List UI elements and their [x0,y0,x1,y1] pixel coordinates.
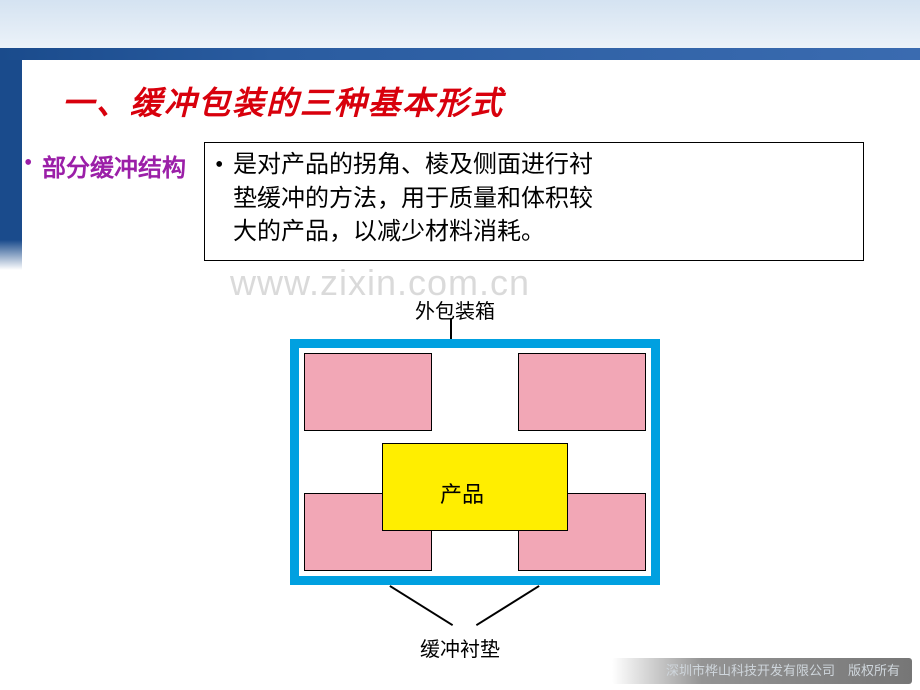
banner-accent [0,48,920,60]
desc-line-2: 垫缓冲的方法，用于质量和体积较 [215,183,853,217]
label-product: 产品 [440,477,484,509]
label-cushion: 缓冲衬垫 [420,633,500,662]
cushion-pad-tr [518,353,646,431]
side-bar-fade [0,240,22,270]
footer-copyright: 深圳市桦山科技开发有限公司 版权所有 [612,658,912,684]
description-box: •是对产品的拐角、棱及侧面进行衬 垫缓冲的方法，用于质量和体积较 大的产品，以减… [204,142,864,261]
desc-line-1: •是对产品的拐角、棱及侧面进行衬 [215,149,853,183]
desc-text-1: 是对产品的拐角、棱及侧面进行衬 [233,152,593,178]
desc-dot: • [215,149,233,183]
slide: 一、缓冲包装的三种基本形式 • 部分缓冲结构 •是对产品的拐角、棱及侧面进行衬 … [0,0,920,690]
leader-top [450,319,452,339]
slide-title: 一、缓冲包装的三种基本形式 [62,78,504,124]
sub-heading: 部分缓冲结构 [42,148,186,183]
desc-line-3: 大的产品，以减少材料消耗。 [215,216,853,250]
bullet-icon: • [24,150,32,177]
desc-text-3: 大的产品，以减少材料消耗。 [233,219,545,245]
side-bar [0,60,22,240]
leader-bottom-left [390,585,454,625]
label-outer-box: 外包装箱 [415,295,495,324]
leader-bottom-right [476,585,540,625]
desc-text-2: 垫缓冲的方法，用于质量和体积较 [233,186,593,212]
cushion-pad-tl [304,353,432,431]
